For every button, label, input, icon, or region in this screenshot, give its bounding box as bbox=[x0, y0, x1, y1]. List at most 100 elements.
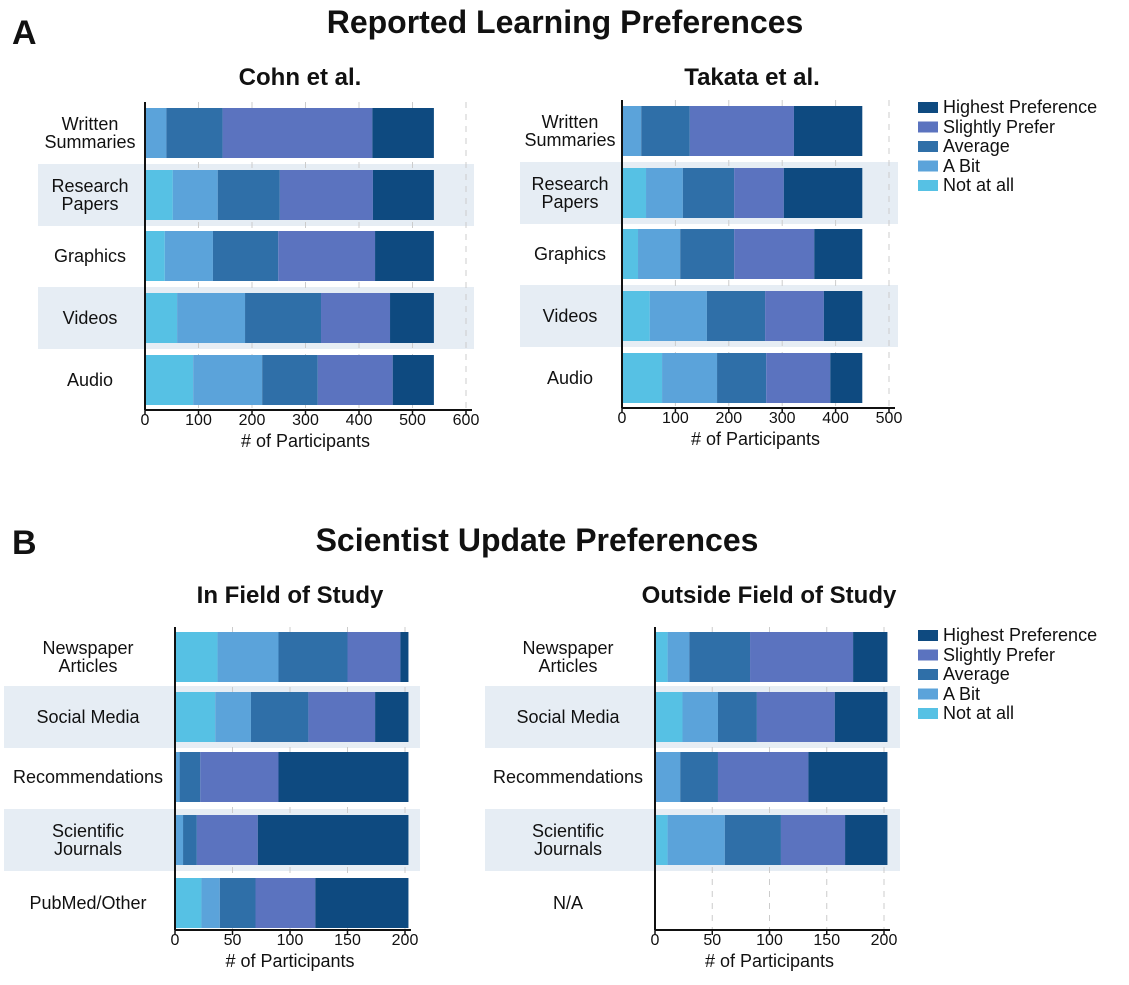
x-tick-label: 50 bbox=[223, 932, 242, 949]
x-tick-label: 500 bbox=[875, 410, 903, 427]
y-tick-label: Scientific Journals bbox=[51, 821, 125, 859]
bar-segment bbox=[250, 692, 309, 742]
x-tick-label: 0 bbox=[650, 932, 660, 949]
bar-segment bbox=[145, 108, 167, 158]
bar-segment bbox=[814, 229, 863, 279]
bar-segment bbox=[830, 353, 863, 403]
x-tick-label: 300 bbox=[768, 410, 796, 427]
panel-label: A bbox=[12, 14, 37, 52]
y-tick-label: PubMed/Other bbox=[29, 893, 147, 913]
bar-segment bbox=[175, 878, 202, 928]
panel-title: Reported Learning Preferences bbox=[326, 4, 804, 40]
bar-segment bbox=[347, 632, 401, 682]
bar-segment bbox=[164, 231, 213, 281]
bar-segment bbox=[622, 229, 639, 279]
bar-segment bbox=[853, 632, 888, 682]
legend-swatch bbox=[918, 630, 938, 641]
bar-segment bbox=[655, 752, 681, 802]
x-tick-label: 150 bbox=[334, 932, 361, 949]
y-tick-label: Research Papers bbox=[51, 176, 129, 214]
bar-segment bbox=[201, 878, 220, 928]
panel-label: B bbox=[12, 524, 37, 562]
legend-label: Average bbox=[943, 664, 1010, 684]
legend-swatch bbox=[918, 121, 938, 133]
x-tick-label: 100 bbox=[756, 932, 783, 949]
bar-segment bbox=[392, 355, 434, 405]
bar-segment bbox=[279, 170, 373, 220]
bar-segment bbox=[145, 293, 178, 343]
bar-segment bbox=[175, 692, 216, 742]
bar-segment bbox=[175, 632, 218, 682]
bar-segment bbox=[680, 229, 735, 279]
bar-segment bbox=[390, 293, 434, 343]
y-tick-label: Audio bbox=[546, 368, 594, 388]
bar-segment bbox=[823, 291, 863, 341]
bar-segment bbox=[257, 815, 409, 865]
legend-label: Not at all bbox=[943, 175, 1015, 195]
bar-segment bbox=[245, 293, 322, 343]
bar-segment bbox=[175, 752, 180, 802]
bar-segment bbox=[750, 632, 854, 682]
bar-segment bbox=[372, 108, 434, 158]
legend-swatch bbox=[918, 669, 938, 680]
y-tick-label: Written Summaries bbox=[524, 112, 616, 150]
x-tick-label: 400 bbox=[345, 412, 373, 429]
bar-segment bbox=[262, 355, 318, 405]
chart-title: In Field of Study bbox=[196, 582, 384, 609]
bar-segment bbox=[212, 231, 279, 281]
bar-segment bbox=[375, 692, 409, 742]
bar-segment bbox=[655, 815, 668, 865]
bar-segment bbox=[217, 170, 280, 220]
x-tick-label: 500 bbox=[399, 412, 426, 429]
y-tick-label: Written Summaries bbox=[44, 114, 136, 152]
y-tick-label: Social Media bbox=[36, 707, 140, 727]
x-axis-label: # of Participants bbox=[240, 431, 371, 451]
y-tick-label: Research Papers bbox=[531, 174, 609, 212]
x-axis-label: # of Participants bbox=[225, 951, 355, 971]
legend-label: Highest Preference bbox=[943, 97, 1098, 117]
y-tick-label: Newspaper Articles bbox=[42, 638, 134, 676]
bar-segment bbox=[717, 752, 809, 802]
bar-segment bbox=[179, 752, 201, 802]
x-tick-label: 300 bbox=[292, 412, 319, 429]
bar-segment bbox=[166, 108, 223, 158]
bar-segment bbox=[783, 168, 863, 218]
bar-segment bbox=[706, 291, 766, 341]
y-tick-label: Videos bbox=[542, 306, 598, 326]
legend-swatch bbox=[918, 180, 938, 191]
bar-segment bbox=[808, 752, 888, 802]
bar-segment bbox=[641, 106, 690, 156]
legend-label: Not at all bbox=[943, 703, 1015, 723]
bar-segment bbox=[667, 815, 725, 865]
panel-title: Scientist Update Preferences bbox=[315, 522, 759, 558]
bar-segment bbox=[622, 291, 650, 341]
x-tick-label: 50 bbox=[703, 932, 722, 949]
x-axis-label: # of Participants bbox=[690, 429, 821, 449]
legend-swatch bbox=[918, 160, 938, 172]
bar-segment bbox=[662, 353, 718, 403]
bar-segment bbox=[145, 170, 173, 220]
bar-segment bbox=[680, 752, 718, 802]
bar-segment bbox=[145, 355, 194, 405]
x-tick-label: 100 bbox=[662, 410, 689, 427]
bar-segment bbox=[638, 229, 681, 279]
bar-segment bbox=[200, 752, 279, 802]
y-tick-label: Audio bbox=[66, 370, 114, 390]
legend-label: A Bit bbox=[943, 155, 981, 176]
legend-label: Average bbox=[943, 136, 1010, 156]
bar-segment bbox=[667, 632, 690, 682]
x-tick-label: 200 bbox=[870, 932, 898, 949]
bar-segment bbox=[649, 291, 707, 341]
legend-label: Slightly Prefer bbox=[943, 116, 1056, 137]
x-tick-label: 600 bbox=[452, 412, 480, 429]
legend-label: Slightly Prefer bbox=[943, 644, 1056, 665]
bar-segment bbox=[222, 108, 373, 158]
x-tick-label: 200 bbox=[238, 412, 266, 429]
y-tick-label: Recommendations bbox=[12, 767, 164, 787]
bar-segment bbox=[215, 692, 251, 742]
x-tick-label: 150 bbox=[813, 932, 841, 949]
bar-segment bbox=[689, 632, 751, 682]
chart-title: Takata et al. bbox=[684, 64, 820, 91]
bar-segment bbox=[734, 229, 815, 279]
